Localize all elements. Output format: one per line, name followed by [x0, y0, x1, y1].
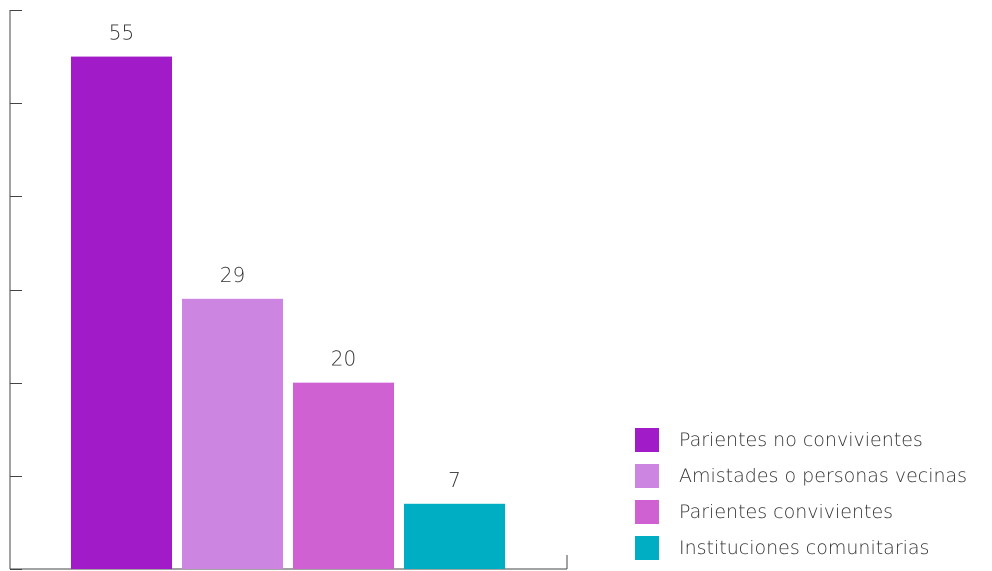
bar-value-label: 29	[220, 263, 245, 287]
legend-item: Parientes convivientes	[635, 497, 990, 527]
legend-label: Parientes no convivientes	[679, 429, 923, 451]
legend-label: Parientes convivientes	[679, 501, 894, 523]
chart-value-labels: 55 29 20 7	[109, 21, 461, 492]
bar-value-label: 7	[448, 468, 461, 492]
bar	[182, 298, 283, 569]
legend-swatch	[635, 500, 659, 524]
chart-bars	[71, 56, 505, 570]
bar-value-label: 55	[109, 21, 134, 45]
bar	[293, 382, 394, 569]
bar	[71, 56, 172, 570]
legend-swatch	[635, 428, 659, 452]
bar	[404, 503, 505, 569]
legend-item: Parientes no convivientes	[635, 425, 990, 455]
legend-label: Amistades o personas vecinas	[679, 465, 968, 487]
chart-legend: Parientes no convivientes Amistades o pe…	[635, 425, 990, 569]
legend-label: Instituciones comunitarias	[679, 537, 930, 559]
legend-item: Instituciones comunitarias	[635, 533, 990, 563]
legend-item: Amistades o personas vecinas	[635, 461, 990, 491]
legend-swatch	[635, 536, 659, 560]
legend-swatch	[635, 464, 659, 488]
bar-value-label: 20	[331, 347, 356, 371]
